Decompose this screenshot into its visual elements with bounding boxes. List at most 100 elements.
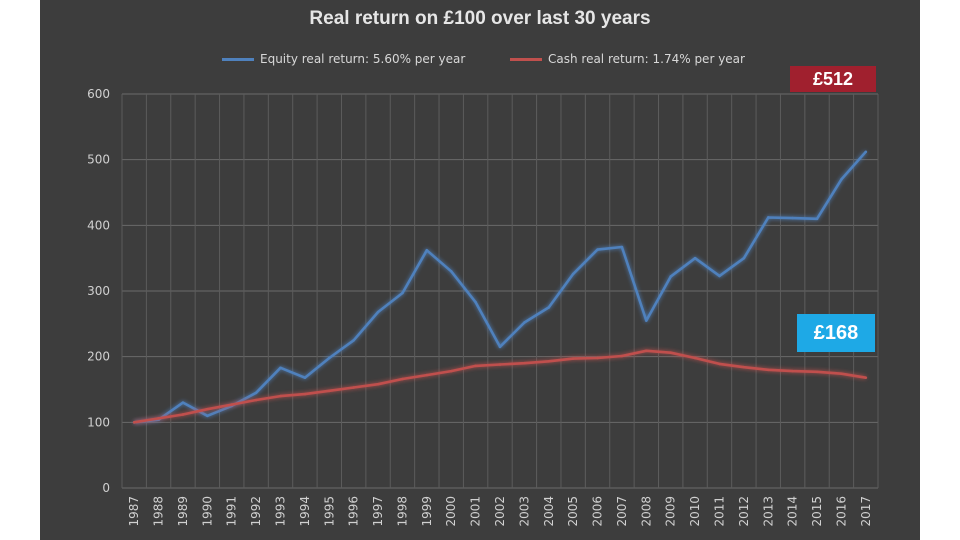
data-point-cash bbox=[498, 363, 502, 366]
x-tick-label: 2009 bbox=[664, 496, 678, 527]
x-tick-label: 2004 bbox=[542, 496, 556, 527]
x-tick-label: 2001 bbox=[469, 496, 483, 527]
data-point-equity bbox=[523, 321, 526, 324]
legend-item-equity: Equity real return: 5.60% per year bbox=[222, 52, 465, 66]
x-tick-label: 1998 bbox=[395, 496, 409, 527]
data-point-equity bbox=[449, 270, 453, 273]
chart-title: Real return on £100 over last 30 years bbox=[309, 8, 651, 29]
data-point-equity bbox=[303, 376, 307, 379]
data-point-cash bbox=[523, 361, 526, 365]
x-tick-label: 2010 bbox=[688, 496, 702, 527]
data-point-equity bbox=[498, 345, 502, 349]
data-point-equity bbox=[840, 178, 843, 181]
data-point-cash bbox=[181, 413, 185, 416]
data-point-equity bbox=[376, 310, 380, 314]
data-point-cash bbox=[352, 386, 355, 389]
data-point-equity bbox=[766, 216, 770, 219]
data-point-cash bbox=[376, 382, 380, 386]
data-point-cash bbox=[157, 417, 160, 420]
data-point-equity bbox=[181, 401, 185, 404]
data-point-cash bbox=[230, 403, 234, 406]
x-tick-label: 1997 bbox=[371, 496, 385, 527]
legend-swatch-equity bbox=[222, 57, 254, 61]
data-point-cash bbox=[645, 349, 648, 353]
data-point-equity bbox=[206, 414, 209, 418]
x-tick-label: 2006 bbox=[591, 496, 605, 527]
data-point-cash bbox=[620, 354, 624, 358]
y-tick-label: 100 bbox=[87, 415, 110, 429]
data-point-cash bbox=[132, 421, 136, 424]
data-point-cash bbox=[474, 364, 477, 368]
x-tick-label: 2013 bbox=[761, 496, 775, 527]
data-point-equity bbox=[547, 306, 551, 309]
y-tick-label: 300 bbox=[87, 284, 110, 298]
data-point-cash bbox=[596, 356, 599, 360]
data-point-cash bbox=[669, 351, 673, 355]
data-point-equity bbox=[596, 248, 599, 251]
x-tick-label: 2012 bbox=[737, 496, 751, 527]
x-tick-label: 1991 bbox=[225, 496, 239, 527]
legend-label-equity: Equity real return: 5.60% per year bbox=[260, 52, 466, 66]
line-chart: 0 100 200 300 400 500 600 1987 1988 1989 1990 1991 1… bbox=[87, 87, 879, 527]
y-tick-label: 500 bbox=[87, 153, 110, 167]
data-point-equity bbox=[693, 256, 697, 260]
data-point-cash bbox=[327, 389, 331, 393]
data-point-equity bbox=[401, 291, 404, 295]
x-tick-label: 2016 bbox=[834, 496, 848, 527]
legend-label-cash: Cash real return: 1.74% per year bbox=[548, 52, 745, 66]
y-tick-label: 200 bbox=[87, 350, 110, 364]
data-point-equity bbox=[571, 272, 575, 276]
data-point-cash bbox=[742, 365, 746, 369]
legend-swatch-cash bbox=[510, 57, 542, 61]
x-tick-label: 2000 bbox=[444, 496, 458, 527]
x-tick-label: 2015 bbox=[810, 496, 824, 527]
x-tick-label: 1990 bbox=[200, 496, 214, 527]
x-tick-label: 1993 bbox=[274, 496, 288, 527]
x-tick-label: 1989 bbox=[176, 496, 190, 527]
data-point-equity bbox=[815, 217, 819, 221]
equity-final-value-badge: £512 bbox=[790, 66, 876, 92]
x-tick-label: 1999 bbox=[420, 496, 434, 527]
data-point-cash bbox=[791, 369, 794, 373]
y-tick-label: 0 bbox=[102, 481, 110, 495]
data-point-equity bbox=[669, 275, 673, 278]
data-point-equity bbox=[864, 150, 868, 154]
data-point-cash bbox=[840, 372, 843, 376]
data-point-equity bbox=[742, 256, 746, 260]
data-point-equity bbox=[254, 391, 258, 395]
data-point-cash bbox=[303, 392, 307, 396]
x-tick-label: 2011 bbox=[712, 496, 726, 527]
x-tick-label: 2003 bbox=[517, 496, 531, 527]
y-tick-label: 400 bbox=[87, 218, 110, 232]
data-point-cash bbox=[425, 373, 429, 377]
x-tick-label: 2007 bbox=[615, 496, 629, 527]
x-tick-label: 1992 bbox=[249, 496, 263, 527]
data-point-cash bbox=[815, 370, 819, 374]
x-tick-label: 2017 bbox=[859, 496, 873, 527]
data-point-cash bbox=[571, 357, 575, 360]
x-tick-label: 1994 bbox=[298, 496, 312, 527]
data-point-equity bbox=[425, 248, 429, 252]
data-point-equity bbox=[474, 300, 477, 304]
data-point-cash bbox=[279, 394, 282, 398]
data-point-cash bbox=[693, 356, 697, 360]
x-tick-label: 1987 bbox=[127, 496, 141, 527]
data-point-equity bbox=[352, 338, 355, 342]
data-point-equity bbox=[620, 245, 624, 249]
data-point-cash bbox=[401, 377, 404, 381]
x-tick-label: 2002 bbox=[493, 496, 507, 527]
data-point-cash bbox=[718, 362, 721, 366]
x-tick-label: 2005 bbox=[566, 496, 580, 527]
y-tick-label: 600 bbox=[87, 87, 110, 101]
data-point-equity bbox=[327, 356, 331, 360]
data-point-equity bbox=[279, 366, 282, 370]
x-tick-label: 2014 bbox=[786, 496, 800, 527]
data-point-cash bbox=[766, 368, 770, 372]
chart-panel: Real return on £100 over last 30 years E… bbox=[40, 0, 920, 540]
data-point-equity bbox=[645, 319, 648, 322]
data-point-equity bbox=[718, 274, 721, 278]
data-point-cash bbox=[449, 369, 453, 373]
x-tick-label: 2008 bbox=[639, 496, 653, 527]
x-tick-label: 1996 bbox=[347, 496, 361, 527]
chart-legend: Equity real return: 5.60% per year Cash … bbox=[40, 52, 920, 70]
